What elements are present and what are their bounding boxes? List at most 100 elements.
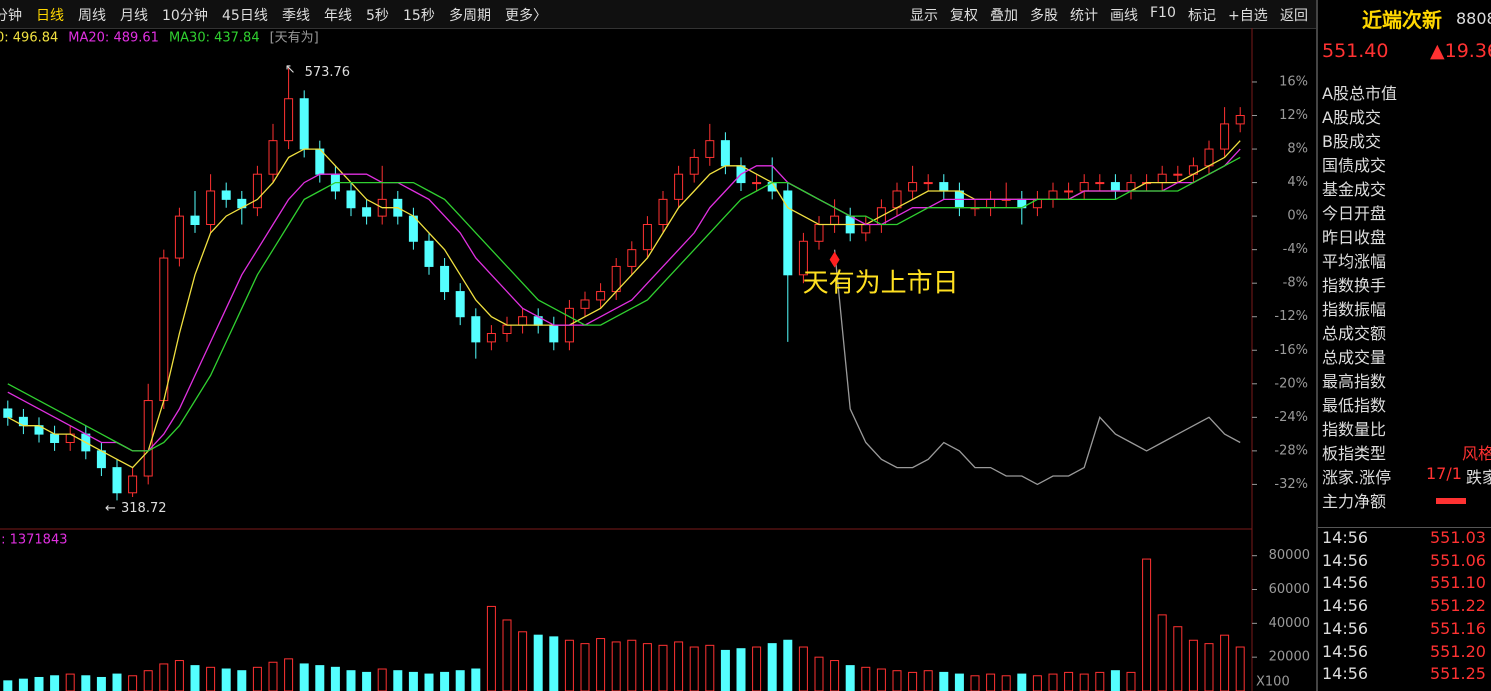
volume-bar bbox=[1220, 634, 1230, 691]
volume-bar bbox=[767, 643, 777, 691]
volume-bar bbox=[1142, 558, 1152, 691]
toolbar-button[interactable]: +自选 bbox=[1228, 8, 1268, 24]
candle-body bbox=[502, 324, 512, 334]
tick-price: 551.20 bbox=[1430, 641, 1486, 661]
candle-body bbox=[1079, 182, 1089, 192]
toolbar-tab[interactable]: 多周期 bbox=[449, 8, 491, 24]
volume-bar bbox=[720, 649, 730, 691]
row-label: 涨家.涨停 bbox=[1322, 468, 1392, 487]
row-label: 今日开盘 bbox=[1322, 204, 1387, 223]
volume-bar bbox=[1110, 670, 1120, 691]
index-change: ▲19.36 bbox=[1430, 40, 1491, 62]
candle-body bbox=[206, 190, 216, 226]
toolbar-button[interactable]: 叠加 bbox=[990, 8, 1018, 24]
row-value: 风格 bbox=[1462, 444, 1491, 463]
volume-bar bbox=[362, 671, 372, 691]
toolbar-tab[interactable]: 分钟 bbox=[0, 8, 22, 24]
y-tick-label: -8% bbox=[1283, 276, 1308, 291]
y-tick-label: -24% bbox=[1274, 410, 1308, 425]
volume-bar bbox=[1157, 614, 1167, 691]
y-tick-label: 16% bbox=[1279, 74, 1308, 89]
candle-body bbox=[50, 433, 60, 443]
toolbar-tab[interactable]: 更多〉 bbox=[505, 8, 547, 24]
toolbar-tab[interactable]: 15秒 bbox=[403, 8, 435, 24]
volume-bar bbox=[752, 646, 762, 691]
min-arrow: ← bbox=[105, 501, 116, 516]
toolbar-tab[interactable]: 季线 bbox=[282, 8, 310, 24]
candle-body bbox=[174, 215, 184, 259]
volume-bar bbox=[221, 668, 231, 691]
index-code: 8808 bbox=[1456, 9, 1491, 28]
candle-body bbox=[1048, 190, 1058, 200]
legend-label: MA30: 437.84 bbox=[169, 31, 260, 46]
volume-bar bbox=[440, 671, 450, 691]
volume-bar bbox=[876, 668, 886, 691]
row-value: 17/1 bbox=[1426, 464, 1462, 483]
toolbar-button[interactable]: 返回 bbox=[1280, 8, 1308, 24]
volume-bar bbox=[1173, 626, 1183, 691]
candle-body bbox=[486, 332, 496, 343]
volume-bar bbox=[252, 666, 262, 691]
toolbar-tab[interactable]: 5秒 bbox=[366, 8, 389, 24]
y-tick-label: 80000 bbox=[1269, 548, 1310, 563]
candle-body bbox=[3, 408, 13, 418]
volume-bar bbox=[174, 660, 184, 691]
tick-price: 551.16 bbox=[1430, 618, 1486, 638]
candle-body bbox=[549, 324, 559, 343]
volume-bar bbox=[268, 661, 278, 691]
toolbar-tab[interactable]: 10分钟 bbox=[162, 8, 208, 24]
y-tick-label: 60000 bbox=[1269, 582, 1310, 597]
tick-time: 14:56 bbox=[1322, 596, 1369, 616]
toolbar-tab[interactable]: 周线 bbox=[78, 8, 106, 24]
volume-bar bbox=[471, 668, 481, 691]
ma-line bbox=[7, 148, 1241, 452]
toolbar-button[interactable]: F10 bbox=[1150, 5, 1176, 21]
candle-body bbox=[627, 249, 637, 267]
candle-body bbox=[96, 450, 106, 469]
volume-bar bbox=[596, 638, 606, 691]
row-label: 指数换手 bbox=[1322, 276, 1387, 295]
volume-bar bbox=[783, 639, 793, 691]
toolbar-tab[interactable]: 日线 bbox=[36, 8, 64, 24]
volume-bar bbox=[18, 678, 28, 691]
volume-bar bbox=[642, 643, 652, 691]
ma-line bbox=[833, 249, 1241, 486]
row-label: 昨日收盘 bbox=[1322, 228, 1387, 247]
volume-bar bbox=[1064, 671, 1074, 691]
toolbar-button[interactable]: 标记 bbox=[1188, 8, 1216, 24]
volume-bar bbox=[502, 619, 512, 691]
toolbar-button[interactable]: 统计 bbox=[1070, 8, 1098, 24]
toolbar-tab[interactable]: 年线 bbox=[324, 8, 352, 24]
volume-bar bbox=[1017, 673, 1027, 691]
tick-price: 551.06 bbox=[1430, 550, 1486, 570]
y-tick-label: -16% bbox=[1274, 343, 1308, 358]
flow-bar bbox=[1436, 498, 1466, 504]
tick-time: 14:56 bbox=[1322, 550, 1369, 570]
candle-body bbox=[658, 198, 668, 226]
event-label: 天有为上市日 bbox=[803, 269, 959, 299]
volume-bar bbox=[237, 670, 247, 691]
volume-bar bbox=[190, 665, 200, 691]
toolbar-button[interactable]: 复权 bbox=[950, 8, 978, 24]
volume-bar bbox=[315, 665, 325, 691]
chart: 16% 12% 8% 4% 0% -4% -8% -12% -16% -20% -24% -28% -3… bbox=[0, 28, 1310, 691]
volume-bar bbox=[861, 666, 871, 691]
y-tick-label: -4% bbox=[1283, 242, 1308, 257]
row-label: 平均涨幅 bbox=[1322, 252, 1387, 271]
volume-bar bbox=[284, 658, 294, 691]
toolbar-button[interactable]: 显示 bbox=[910, 8, 938, 24]
candle-body bbox=[986, 198, 996, 209]
y-tick-label: 0% bbox=[1287, 209, 1308, 224]
y-tick-label: -20% bbox=[1274, 376, 1308, 391]
volume-bar bbox=[814, 656, 824, 691]
toolbar-button[interactable]: 画线 bbox=[1110, 8, 1138, 24]
toolbar-button[interactable]: 多股 bbox=[1030, 8, 1058, 24]
toolbar-tab[interactable]: 月线 bbox=[120, 8, 148, 24]
row-label: 板指类型 bbox=[1322, 444, 1387, 463]
tick-price: 551.22 bbox=[1430, 596, 1486, 616]
volume-bar bbox=[486, 605, 496, 691]
volume-bar bbox=[627, 639, 637, 691]
toolbar-tab[interactable]: 45日线 bbox=[222, 8, 268, 24]
candle-body bbox=[861, 224, 871, 234]
